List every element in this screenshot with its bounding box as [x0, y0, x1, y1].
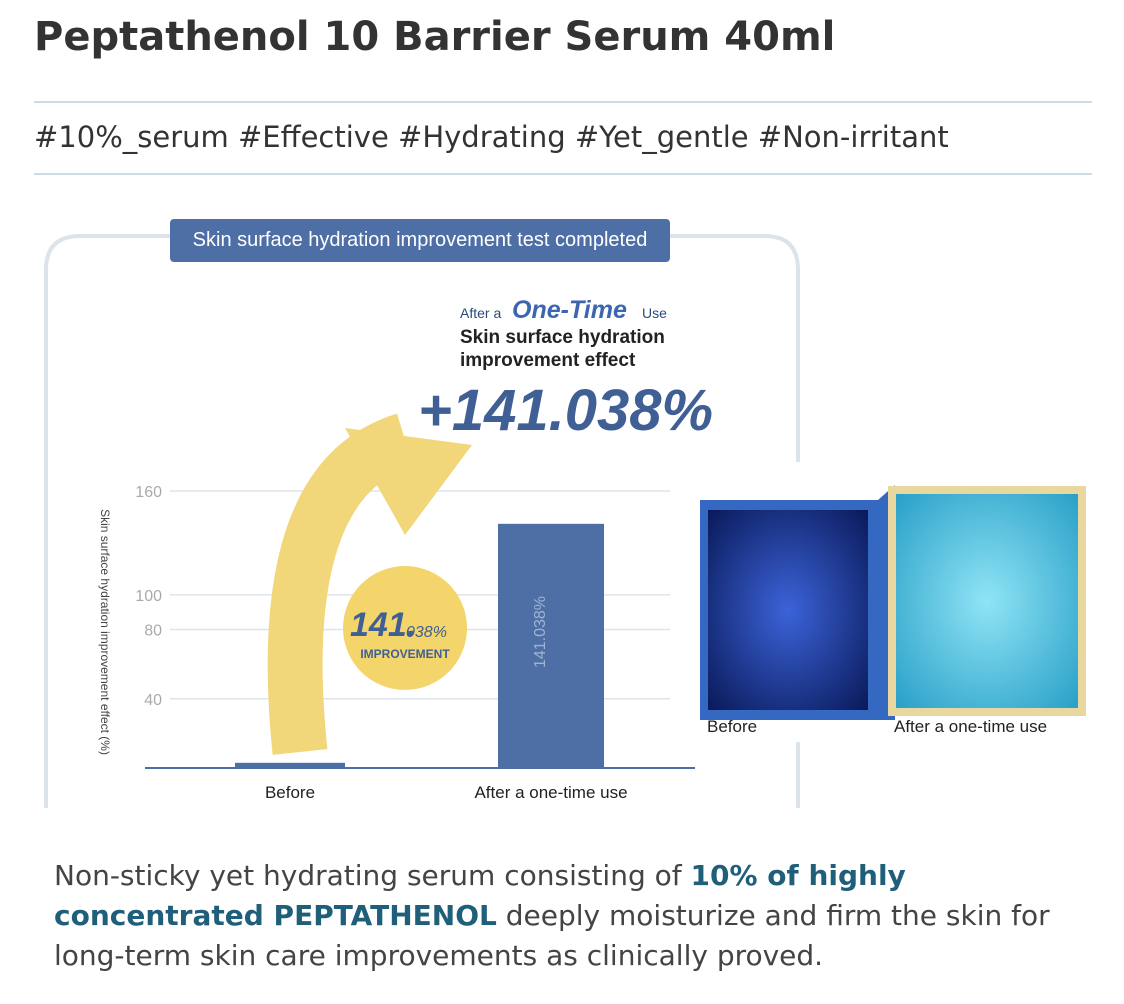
y-tick-label: 40 — [144, 692, 162, 709]
badge-small: 038% — [406, 624, 447, 641]
callout-prefix: After a — [460, 305, 501, 321]
x-tick-label: Before — [265, 783, 315, 802]
image-label: After a one-time use — [894, 717, 1047, 736]
callout-result: +141.038% — [418, 378, 713, 443]
y-tick-label: 100 — [135, 588, 162, 605]
description-highlight: 10% of highly concentrated PEPTATHENOL — [54, 859, 906, 932]
card — [44, 234, 800, 808]
x-tick-label: After a one-time use — [474, 783, 627, 802]
tags: #10%_serum #Effective #Hydrating #Yet_ge… — [34, 120, 949, 154]
value-label: 141.038% — [532, 596, 549, 668]
bar — [498, 523, 604, 768]
after-image — [896, 494, 1078, 708]
product-title: Peptathenol 10 Barrier Serum 40ml — [34, 14, 836, 60]
badge — [343, 566, 467, 690]
callout-line: Skin surface hydration — [460, 327, 665, 348]
chart-title: Skin surface hydration improvement test … — [193, 229, 648, 251]
callout-emphasis: One-Time — [512, 296, 627, 324]
y-tick-label: 160 — [135, 484, 162, 501]
badge-big: 141. — [350, 606, 416, 644]
badge-caption: IMPROVEMENT — [360, 647, 450, 661]
description-text: Non-sticky yet hydrating serum consistin… — [54, 859, 691, 892]
y-axis-label: Skin surface hydration improvement effec… — [98, 509, 112, 755]
plot: 40 80 100 160 Skin surface hydration improve… — [98, 484, 695, 802]
divider — [34, 173, 1092, 175]
description: Non-sticky yet hydrating serum consistin… — [54, 856, 1094, 976]
callout-suffix: Use — [642, 305, 667, 321]
before-image — [708, 510, 868, 710]
description-text: deeply moisturize and firm the skin for … — [54, 899, 1050, 972]
y-tick-label: 80 — [144, 623, 162, 640]
header-pill — [170, 219, 670, 262]
divider — [34, 101, 1092, 103]
callout-line: improvement effect — [460, 350, 636, 371]
image-label: Before — [707, 717, 757, 736]
arrow-head — [345, 428, 472, 535]
bar — [235, 762, 345, 768]
